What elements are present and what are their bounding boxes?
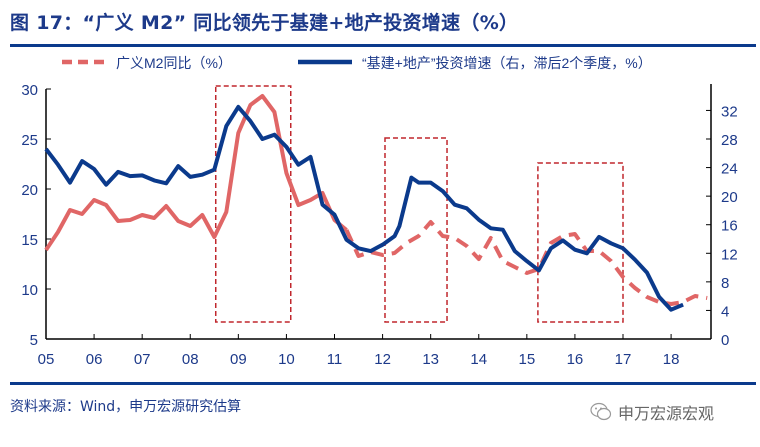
x-tick-label: 16 [567,351,584,368]
x-tick-label: 17 [615,351,632,368]
legend-label-m2: 广义M2同比（%） [116,55,232,71]
x-tick-label: 12 [374,351,391,368]
highlight-box [537,162,624,323]
left-tick-label: 5 [30,332,38,349]
x-tick-label: 06 [86,351,103,368]
x-tick-label: 13 [422,351,439,368]
legend: 广义M2同比（%） “基建+地产”投资增速（右，滞后2个季度，%） [62,55,652,71]
chart: 广义M2同比（%） “基建+地产”投资增速（右，滞后2个季度，%） 5 10 15 2… [21,55,738,368]
x-tick-label: 14 [470,351,487,368]
footer-rule [10,382,756,385]
right-tick-label: 24 [721,161,738,178]
left-tick-label: 30 [21,82,38,99]
right-tick-label: 8 [721,275,729,292]
x-tick-label: 08 [182,351,199,368]
right-tick-label: 32 [721,103,738,120]
x-tick-label: 07 [134,351,151,368]
left-tick-label: 25 [21,132,38,149]
x-tick-label: 10 [278,351,295,368]
right-tick-label: 20 [721,189,738,206]
right-tick-label: 28 [721,132,738,149]
title-rule [10,44,756,47]
left-tick-label: 15 [21,232,38,249]
left-tick-label: 20 [21,182,38,199]
x-tick-label: 15 [518,351,535,368]
x-tick-label: 09 [230,351,247,368]
highlight-box [384,137,448,323]
x-tick-label: 05 [38,351,55,368]
source-note: 资料来源：Wind，申万宏源研究估算 [10,399,242,415]
highlight-box [214,85,292,323]
right-tick-label: 12 [721,246,738,263]
wechat-icon [590,402,612,421]
x-tick-label: 18 [663,351,680,368]
figure-title: 图 17：“广义 M2” 同比领先于基建+地产投资增速（%） [10,12,519,34]
m2-line-solid [44,94,348,252]
right-tick-label: 16 [721,218,738,235]
x-tick-label: 11 [327,351,343,368]
right-tick-label: 0 [721,332,729,349]
invest-line [44,104,684,312]
watermark: 申万宏源宏观 [590,400,714,424]
left-tick-label: 10 [21,282,38,299]
legend-label-invest: “基建+地产”投资增速（右，滞后2个季度，%） [362,55,652,71]
right-tick-label: 4 [721,303,729,320]
watermark-text: 申万宏源宏观 [618,404,715,423]
